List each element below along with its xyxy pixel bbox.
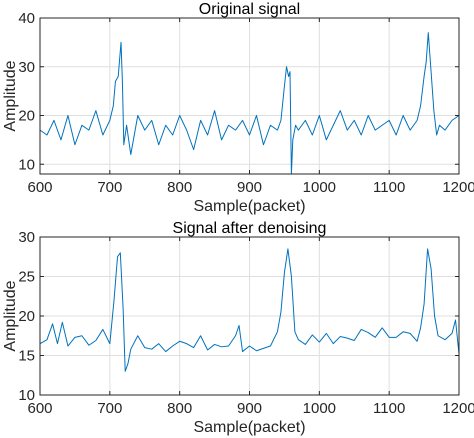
x-tick-label: 800 [167,179,192,196]
x-tick-label: 1100 [373,179,405,196]
x-tick-label: 900 [237,400,262,417]
x-tick-label: 1200 [442,400,474,417]
y-tick-label: 20 [18,108,35,125]
y-tick-label: 20 [18,308,35,325]
y-tick-label: 40 [18,10,35,27]
x-tick-label: 1100 [373,400,405,417]
y-tick-label: 10 [18,387,35,404]
y-tick-label: 25 [18,269,35,286]
y-axis-label: Amplitude [2,280,19,351]
x-axis-label: Sample(packet) [193,198,305,215]
y-tick-label: 30 [18,229,35,246]
y-tick-label: 30 [18,59,35,76]
y-axis-label: Amplitude [2,60,19,131]
series-line-1 [39,248,460,372]
x-tick-label: 1200 [442,179,474,196]
x-tick-label: 800 [167,400,192,417]
chart-title: Original signal [199,1,300,18]
x-tick-label: 1000 [303,179,336,196]
y-tick-label: 10 [18,156,35,173]
x-tick-label: 700 [97,179,122,196]
x-tick-label: 700 [97,400,122,417]
x-axis-label: Sample(packet) [193,419,305,436]
x-tick-label: 1000 [303,400,336,417]
x-tick-label: 900 [237,179,262,196]
x-tick-label: 600 [27,400,52,417]
chart-title: Signal after denoising [173,220,327,237]
y-tick-label: 15 [18,348,35,365]
chart-panel-2: 600 700 800 900 1000 1100 1200 10 15 20 25 30 Signal… [2,220,474,436]
x-tick-label: 600 [27,179,52,196]
series-line-1 [39,32,460,175]
chart-panel-1: 600 700 800 900 1000 1100 1200 10 20 30 40 Original… [2,1,474,215]
